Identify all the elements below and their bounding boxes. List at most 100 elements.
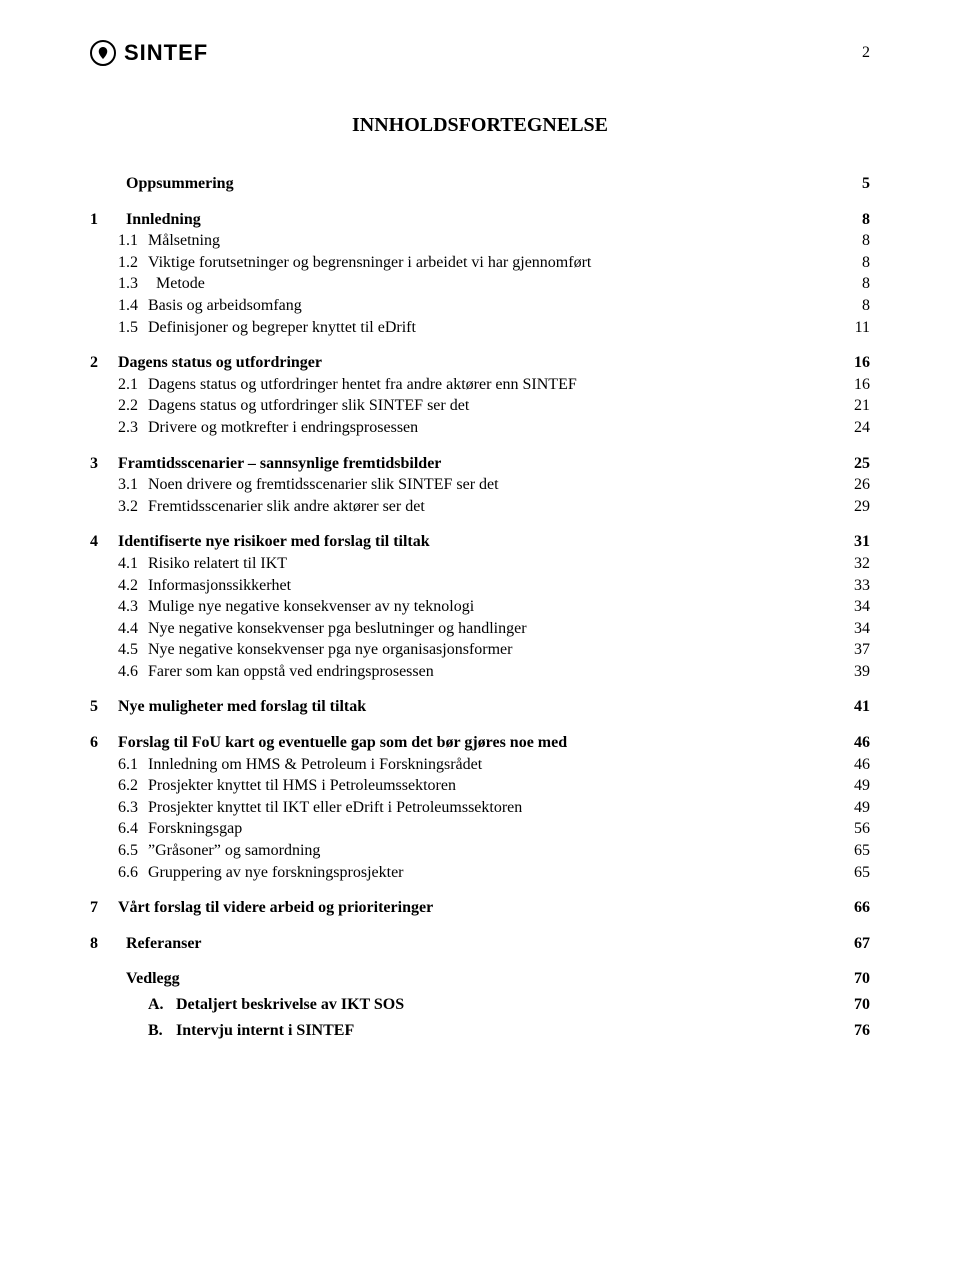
toc-entry-label: Nye negative konsekvenser pga beslutning… (148, 618, 527, 640)
toc-entry-label: Drivere og motkrefter i endringsprosesse… (148, 417, 418, 439)
toc-entry-number: B. (148, 1020, 176, 1042)
toc-entry: 6Forslag til FoU kart og eventuelle gap … (90, 732, 870, 754)
toc-entry-number: 4.6 (118, 661, 148, 683)
toc-entry-page: 16 (854, 374, 870, 396)
toc-entry: 1.2Viktige forutsetninger og begrensning… (90, 252, 870, 274)
toc-entry: 2Dagens status og utfordringer16 (90, 352, 870, 374)
toc-entry-number: 3.2 (118, 496, 148, 518)
toc-entry: 4Identifiserte nye risikoer med forslag … (90, 531, 870, 553)
toc-entry: 6.1Innledning om HMS & Petroleum i Forsk… (90, 754, 870, 776)
toc-entry-page: 8 (862, 252, 870, 274)
toc-entry: B.Intervju internt i SINTEF 76 (90, 1020, 870, 1042)
toc-entry-number: 1.1 (118, 230, 148, 252)
toc-entry: 2.2Dagens status og utfordringer slik SI… (90, 395, 870, 417)
toc-entry-number: 8 (90, 933, 118, 955)
toc-entry: 4.5Nye negative konsekvenser pga nye org… (90, 639, 870, 661)
toc-entry-label: Nye muligheter med forslag til tiltak (118, 696, 366, 718)
toc-entry-label: ”Gråsoner” og samordning (148, 840, 320, 862)
toc-entry-number: 6.3 (118, 797, 148, 819)
toc-entry: 3Framtidsscenarier – sannsynlige fremtid… (90, 453, 870, 475)
toc-entry-page: 66 (854, 897, 870, 919)
toc-entry-label: Dagens status og utfordringer slik SINTE… (148, 395, 469, 417)
toc-entry-number: 6 (90, 732, 118, 754)
toc-entry-page: 8 (862, 273, 870, 295)
toc-entry-page: 49 (854, 797, 870, 819)
toc-entry-number: A. (148, 994, 176, 1016)
toc-entry-page: 31 (854, 531, 870, 553)
toc-entry: 1.4Basis og arbeidsomfang8 (90, 295, 870, 317)
toc-entry-number: 3 (90, 453, 118, 475)
toc-entry: 1.5Definisjoner og begreper knyttet til … (90, 317, 870, 339)
toc-entry-label: Forslag til FoU kart og eventuelle gap s… (118, 732, 567, 754)
toc-entry-number: 1.3 (118, 273, 148, 295)
toc-entry-page: 46 (854, 754, 870, 776)
toc-entry-number: 4.5 (118, 639, 148, 661)
toc-entry-number: 1 (90, 209, 118, 231)
toc-entry-number: 4.3 (118, 596, 148, 618)
toc-entry-number: 6.5 (118, 840, 148, 862)
toc-entry-page: 5 (862, 173, 870, 195)
toc-entry-label: Noen drivere og fremtidsscenarier slik S… (148, 474, 499, 496)
toc-entry: 4.3Mulige nye negative konsekvenser av n… (90, 596, 870, 618)
toc-entry-page: 33 (854, 575, 870, 597)
toc-entry-page: 16 (854, 352, 870, 374)
table-of-contents: Oppsummering51Innledning81.1Målsetning81… (90, 173, 870, 1041)
toc-entry: 3.2Fremtidsscenarier slik andre aktører … (90, 496, 870, 518)
toc-entry-label: Farer som kan oppstå ved endringsprosess… (148, 661, 434, 683)
logo-mark-icon (90, 40, 116, 66)
toc-entry-label: Dagens status og utfordringer hentet fra… (148, 374, 577, 396)
toc-entry-page: 41 (854, 696, 870, 718)
toc-entry-label: Framtidsscenarier – sannsynlige fremtids… (118, 453, 441, 475)
toc-entry: A.Detaljert beskrivelse av IKT SOS70 (90, 994, 870, 1016)
toc-entry: 4.2Informasjonssikkerhet33 (90, 575, 870, 597)
toc-entry-label: Definisjoner og begreper knyttet til eDr… (148, 317, 416, 339)
toc-entry-number: 3.1 (118, 474, 148, 496)
toc-entry-number: 4.4 (118, 618, 148, 640)
toc-entry-page: 11 (855, 317, 870, 339)
toc-entry-number: 1.2 (118, 252, 148, 274)
toc-entry: 4.4Nye negative konsekvenser pga beslutn… (90, 618, 870, 640)
toc-entry: 3.1Noen drivere og fremtidsscenarier sli… (90, 474, 870, 496)
toc-entry-label: Målsetning (148, 230, 220, 252)
logo-text: SINTEF (124, 40, 208, 66)
toc-entry-label: Informasjonssikkerhet (148, 575, 291, 597)
toc-entry-page: 32 (854, 553, 870, 575)
toc-entry: 4.6Farer som kan oppstå ved endringspros… (90, 661, 870, 683)
toc-entry-label: Forskningsgap (148, 818, 242, 840)
toc-entry-number: 6.6 (118, 862, 148, 884)
logo: SINTEF (90, 40, 208, 66)
toc-entry-label: Identifiserte nye risikoer med forslag t… (118, 531, 430, 553)
toc-entry-label: Fremtidsscenarier slik andre aktører ser… (148, 496, 425, 518)
toc-entry-page: 26 (854, 474, 870, 496)
toc-entry-page: 29 (854, 496, 870, 518)
toc-entry: 6.2Prosjekter knyttet til HMS i Petroleu… (90, 775, 870, 797)
toc-entry-page: 21 (854, 395, 870, 417)
toc-entry-label: Dagens status og utfordringer (118, 352, 322, 374)
toc-entry-page: 46 (854, 732, 870, 754)
toc-entry-label: Viktige forutsetninger og begrensninger … (148, 252, 591, 274)
toc-entry: 1Innledning8 (90, 209, 870, 231)
toc-entry-number: 2.3 (118, 417, 148, 439)
page-header: SINTEF 2 (90, 40, 870, 66)
toc-entry: 5Nye muligheter med forslag til tiltak41 (90, 696, 870, 718)
toc-entry-page: 8 (862, 295, 870, 317)
toc-entry: 4.1Risiko relatert til IKT32 (90, 553, 870, 575)
toc-entry-page: 67 (854, 933, 870, 955)
toc-entry-label: Metode (156, 273, 205, 295)
toc-entry-page: 56 (854, 818, 870, 840)
toc-entry-page: 34 (854, 596, 870, 618)
toc-entry-label: Risiko relatert til IKT (148, 553, 287, 575)
toc-entry-number: 4 (90, 531, 118, 553)
toc-entry-label: Prosjekter knyttet til IKT eller eDrift … (148, 797, 522, 819)
toc-entry-page: 76 (854, 1020, 870, 1042)
toc-entry-page: 65 (854, 862, 870, 884)
toc-entry-page: 39 (854, 661, 870, 683)
toc-entry-page: 8 (862, 209, 870, 231)
toc-entry-label: Oppsummering (126, 173, 234, 195)
toc-entry-number: 6.2 (118, 775, 148, 797)
toc-entry: Vedlegg70 (90, 968, 870, 990)
toc-entry-label: Innledning om HMS & Petroleum i Forsknin… (148, 754, 482, 776)
toc-entry-label: Intervju internt i SINTEF (176, 1020, 354, 1042)
toc-entry-page: 8 (862, 230, 870, 252)
toc-entry-page: 65 (854, 840, 870, 862)
